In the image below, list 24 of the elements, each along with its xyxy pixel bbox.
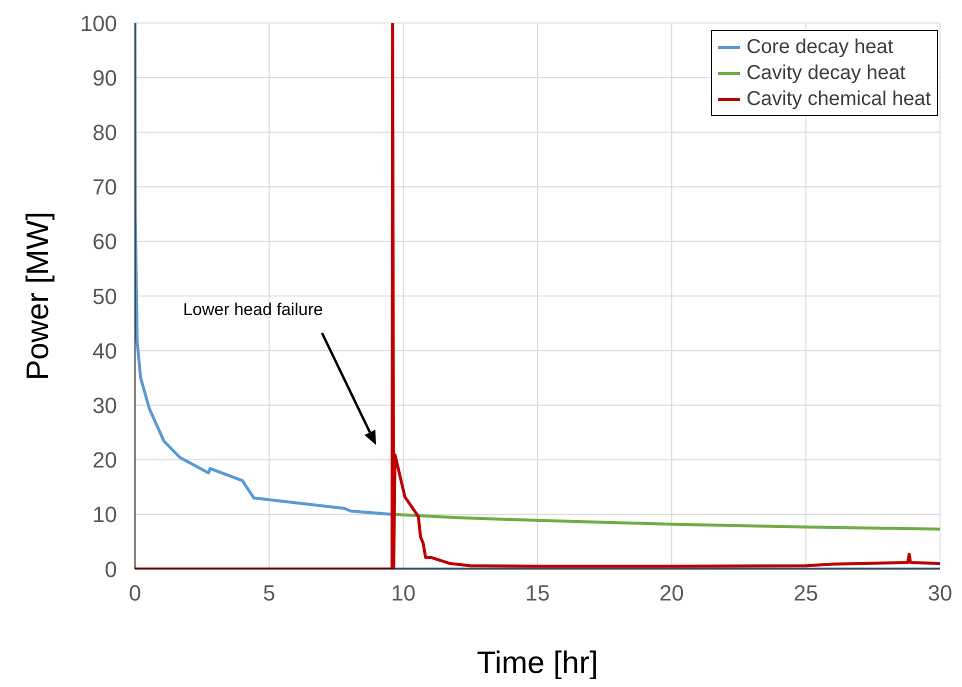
x-tick-label: 20 (659, 580, 684, 606)
y-tick-label: 100 (80, 10, 117, 36)
x-tick-label: 5 (263, 580, 276, 606)
x-tick-label: 0 (128, 580, 142, 606)
y-axis-title: Power [MW] (20, 212, 55, 380)
x-tick-label: 25 (794, 580, 818, 606)
y-tick-label: 70 (92, 174, 117, 200)
y-tick-label: 80 (92, 120, 117, 146)
y-tick-label: 40 (92, 338, 117, 364)
y-tick-label: 50 (92, 284, 117, 309)
y-tick-label: 0 (104, 556, 117, 582)
x-tick-label: 10 (391, 580, 416, 606)
legend-label: Cavity chemical heat (746, 87, 931, 112)
y-tick-label: 90 (92, 65, 117, 90)
y-tick-label: 10 (92, 502, 117, 528)
line-series (135, 23, 940, 569)
legend-label: Cavity decay heat (746, 61, 906, 86)
annotation: Lower head failure (183, 300, 323, 319)
x-tick-label: 15 (525, 580, 550, 606)
y-tick-label: 20 (92, 448, 117, 473)
x-tick-label: 30 (928, 580, 952, 606)
y-tick-label: 60 (92, 229, 117, 254)
y-tick-label: 30 (92, 393, 117, 418)
legend-label: Core decay heat (746, 35, 894, 60)
